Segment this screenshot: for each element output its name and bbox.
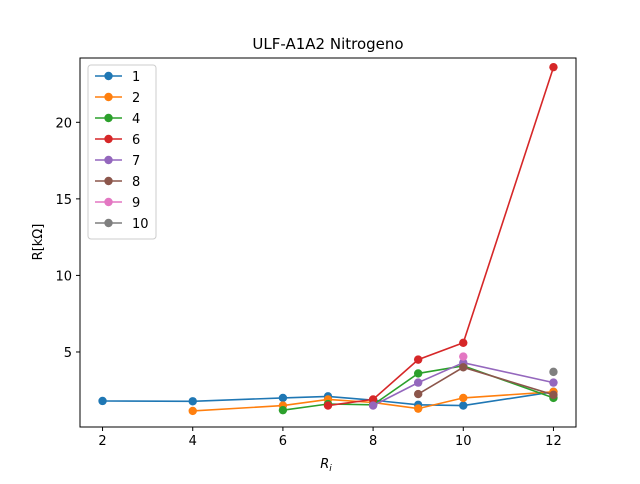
data-point — [459, 394, 467, 402]
data-point — [414, 378, 422, 386]
data-point — [279, 406, 287, 414]
data-point — [549, 368, 557, 376]
y-axis-label: R[kΩ] — [31, 224, 46, 261]
legend-swatch-marker — [104, 219, 112, 227]
data-point — [459, 401, 467, 409]
x-tick-label: 8 — [369, 434, 377, 449]
x-tick-label: 4 — [189, 434, 197, 449]
legend-label: 10 — [132, 217, 149, 232]
series-10 — [549, 368, 557, 376]
data-point — [549, 378, 557, 386]
legend: 1 2 4 6 7 8 9 10 — [88, 65, 156, 239]
data-point — [414, 390, 422, 398]
legend-swatch-marker — [104, 72, 112, 80]
legend-label: 8 — [132, 175, 140, 190]
data-point — [369, 401, 377, 409]
data-point — [414, 369, 422, 377]
data-point — [414, 404, 422, 412]
x-tick-label: 6 — [279, 434, 287, 449]
legend-swatch-marker — [104, 156, 112, 164]
legend-label: 2 — [132, 91, 140, 106]
legend-box — [88, 65, 156, 239]
legend-label: 9 — [132, 196, 140, 211]
legend-swatch-marker — [104, 135, 112, 143]
series-6 — [324, 63, 558, 410]
legend-label: 6 — [132, 133, 140, 148]
data-point — [324, 401, 332, 409]
x-tick-label: 10 — [455, 434, 472, 449]
x-axis-label: Ri — [320, 457, 332, 474]
x-tick-label: 12 — [545, 434, 562, 449]
y-tick-label: 5 — [64, 346, 72, 361]
x-axis-label-main: R — [320, 457, 329, 472]
legend-label: 4 — [132, 112, 140, 127]
legend-swatch-marker — [104, 177, 112, 185]
chart-title: ULF-A1A2 Nitrogeno — [252, 35, 403, 53]
data-point — [279, 394, 287, 402]
series-9 — [459, 352, 467, 360]
legend-swatch-marker — [104, 114, 112, 122]
data-point — [459, 352, 467, 360]
y-tick-label: 10 — [55, 269, 72, 284]
series-layer — [98, 63, 557, 415]
data-point — [459, 339, 467, 347]
y-tick-label: 20 — [55, 116, 72, 131]
data-point — [189, 397, 197, 405]
x-tick-label: 2 — [98, 434, 106, 449]
y-tick-label: 15 — [55, 193, 72, 208]
data-point — [459, 363, 467, 371]
data-point — [189, 407, 197, 415]
data-point — [98, 397, 106, 405]
data-point — [549, 391, 557, 399]
data-point — [414, 355, 422, 363]
data-point — [549, 63, 557, 71]
legend-label: 1 — [132, 70, 140, 85]
series-line — [328, 67, 554, 405]
x-axis-label-subscript: i — [329, 464, 332, 474]
legend-label: 7 — [132, 154, 140, 169]
legend-swatch-marker — [104, 93, 112, 101]
legend-swatch-marker — [104, 198, 112, 206]
